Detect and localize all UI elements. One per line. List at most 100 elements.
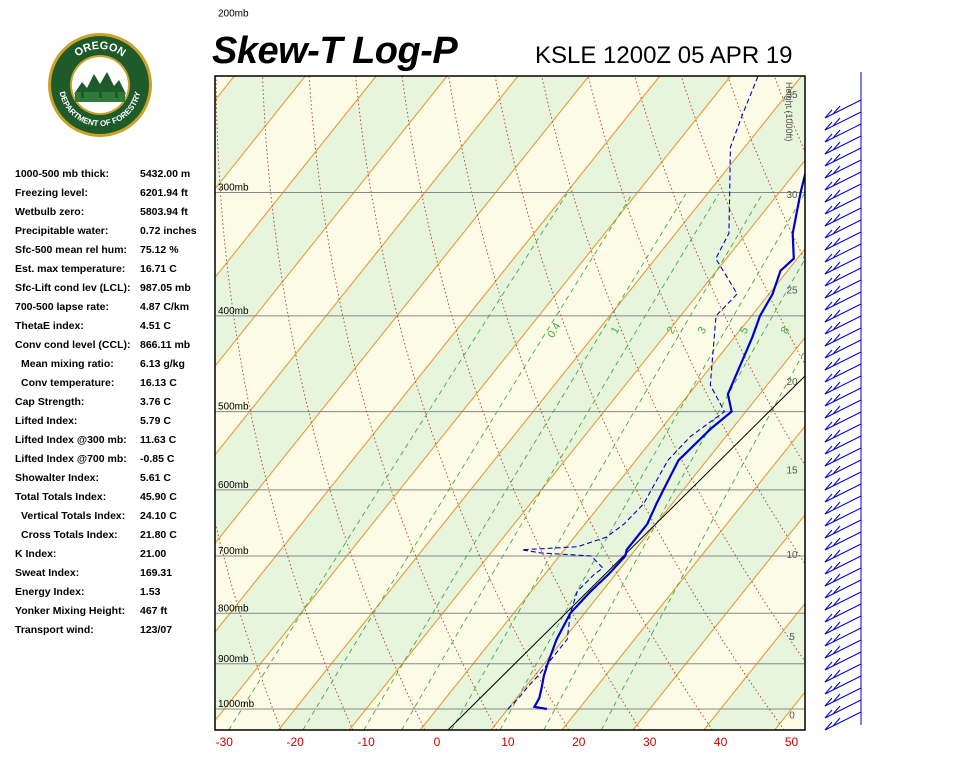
mixing-ratio-line bbox=[451, 193, 763, 730]
stat-label: Mean mixing ratio: bbox=[21, 358, 114, 370]
isobar-label: 600mb bbox=[218, 480, 249, 491]
stat-label: K Index: bbox=[15, 548, 57, 560]
dry-adiabat bbox=[262, 76, 426, 730]
stat-value: 987.05 mb bbox=[140, 282, 191, 294]
dry-adiabat bbox=[69, 76, 137, 730]
x-tick-label: 0 bbox=[434, 735, 441, 749]
dry-adiabat bbox=[680, 76, 805, 366]
stat-label: Freezing level: bbox=[15, 187, 88, 199]
isotherm-line bbox=[0, 76, 93, 730]
logo-top-text: OREGON bbox=[72, 40, 127, 60]
wind-barb-icon bbox=[824, 471, 862, 491]
isobar-label: 900mb bbox=[218, 654, 249, 665]
wind-barb-icon bbox=[824, 675, 862, 695]
mixing-ratio-line bbox=[228, 193, 568, 730]
chart-title: Skew-T Log-P bbox=[212, 30, 458, 72]
wind-barb-icon bbox=[824, 159, 862, 179]
isotherm-line bbox=[561, 425, 805, 730]
x-tick-label: 20 bbox=[572, 735, 586, 749]
wind-barb-icon bbox=[824, 411, 862, 431]
stat-value: 6201.94 ft bbox=[140, 187, 188, 199]
isotherm-line bbox=[348, 159, 805, 730]
wind-barb-icon bbox=[824, 651, 862, 671]
stat-label: Vertical Totals Index: bbox=[21, 510, 126, 522]
height-tick-label: 15 bbox=[786, 465, 798, 476]
stat-label: Cap Strength: bbox=[15, 396, 85, 408]
wind-barb-icon bbox=[824, 555, 862, 575]
isotherm-line bbox=[632, 513, 805, 730]
wind-barb-icon bbox=[824, 243, 862, 263]
isotherm-line bbox=[419, 248, 805, 730]
dry-adiabat bbox=[867, 76, 960, 730]
mixing-ratio-label: 2 bbox=[665, 325, 678, 336]
wind-barb-icon bbox=[824, 687, 862, 707]
wind-barb-icon bbox=[824, 639, 862, 659]
stat-label: Lifted Index @700 mb: bbox=[15, 453, 127, 465]
dry-adiabat bbox=[727, 76, 805, 262]
temperature-band bbox=[846, 76, 960, 730]
isobar-label: 1000mb bbox=[218, 699, 255, 710]
wind-barb-icon bbox=[824, 363, 862, 383]
isotherm-line bbox=[703, 602, 805, 730]
isobar-label: 800mb bbox=[218, 603, 249, 614]
stat-value: 169.31 bbox=[140, 567, 173, 579]
stat-value: 21.00 bbox=[140, 548, 167, 560]
dewpoint-profile-line bbox=[507, 76, 759, 710]
mixing-ratio-label: 3 bbox=[696, 325, 709, 336]
temperature-band bbox=[0, 76, 164, 730]
stat-value: 467 ft bbox=[140, 605, 168, 617]
stat-value: 5.61 C bbox=[140, 472, 171, 484]
isobar-label: 500mb bbox=[218, 402, 249, 413]
wind-barb-icon bbox=[824, 135, 862, 155]
stat-label: Cross Totals Index: bbox=[21, 529, 118, 541]
dry-adiabat bbox=[401, 76, 641, 730]
isotherm-line bbox=[215, 76, 661, 633]
dry-adiabat bbox=[215, 76, 354, 730]
stat-value: 16.71 C bbox=[140, 263, 177, 275]
stat-label: Precipitable water: bbox=[15, 225, 109, 237]
isobar-label: 700mb bbox=[218, 546, 249, 557]
isotherm-line bbox=[490, 336, 805, 730]
stat-value: 0.72 inches bbox=[140, 225, 197, 237]
stat-label: Sfc-Lift cond lev (LCL): bbox=[15, 282, 131, 294]
wind-barb-icon bbox=[824, 603, 862, 623]
wind-barb-icon bbox=[824, 123, 862, 143]
wind-barb-icon bbox=[824, 531, 862, 551]
wind-barb-icon bbox=[824, 615, 862, 635]
height-tick-label: 5 bbox=[789, 632, 795, 643]
wind-barb-icon bbox=[824, 375, 862, 395]
height-tick-label: 0 bbox=[789, 711, 795, 722]
isotherm-line bbox=[215, 76, 590, 545]
wind-barb-icon bbox=[824, 483, 862, 503]
wind-barb-icon bbox=[824, 195, 862, 215]
stat-label: Yonker Mixing Height: bbox=[15, 605, 126, 617]
wind-barb-icon bbox=[824, 627, 862, 647]
wind-barb-icon bbox=[824, 519, 862, 539]
wind-barb-icon bbox=[824, 507, 862, 527]
stat-value: 75.12 % bbox=[140, 244, 179, 256]
isotherm-line bbox=[215, 76, 732, 722]
oregon-forestry-logo: OREGON DEPARTMENT OF FORESTRY bbox=[48, 33, 152, 137]
stat-label: Transport wind: bbox=[15, 624, 94, 636]
height-tick-label: 30 bbox=[786, 190, 798, 201]
isotherm-line bbox=[0, 76, 22, 730]
x-tick-label: -20 bbox=[287, 735, 305, 749]
temperature-band bbox=[278, 76, 805, 730]
isobar-label: 400mb bbox=[218, 306, 249, 317]
wind-barb-icon bbox=[824, 495, 862, 515]
isotherm-line bbox=[0, 76, 164, 730]
dry-adiabat bbox=[120, 76, 209, 730]
stat-label: Showalter Index: bbox=[15, 472, 100, 484]
wind-barb-icon bbox=[824, 231, 862, 251]
stat-value: 5.79 C bbox=[140, 415, 171, 427]
wind-barb-icon bbox=[824, 327, 862, 347]
wind-barb-icon bbox=[824, 255, 862, 275]
stat-label: 1000-500 mb thick: bbox=[15, 168, 109, 180]
isobar-label: 300mb bbox=[218, 182, 249, 193]
stat-value: 1.53 bbox=[140, 586, 161, 598]
wind-barb-icon bbox=[824, 435, 862, 455]
stat-value: 6.13 g/kg bbox=[140, 358, 185, 370]
stat-value: 11.63 C bbox=[140, 434, 177, 446]
